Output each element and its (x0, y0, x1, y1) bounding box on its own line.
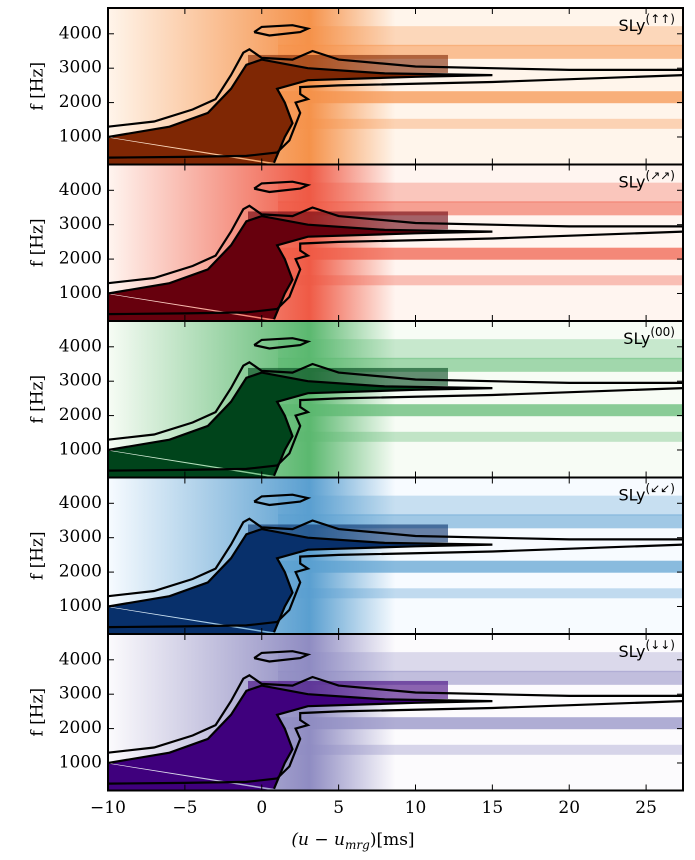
y-tick-label: 3000 (59, 527, 102, 547)
x-axis-label: (u − umrg)[ms] (291, 830, 414, 852)
y-axis-label: f [Hz] (28, 531, 48, 580)
x-tick-label: 0 (256, 798, 267, 818)
y-tick-label: 1000 (59, 283, 102, 303)
y-tick-label: 1000 (59, 439, 102, 459)
x-label-main: (u − u (291, 830, 345, 850)
panel (108, 634, 683, 791)
heatmap-band (278, 275, 683, 285)
x-label-end: )[ms] (370, 830, 415, 850)
heatmap-band (278, 588, 683, 598)
x-tick-label: 15 (482, 798, 504, 818)
page: (u − umrg)[ms] 1000 2000 3000 4000 f [Hz] SLy… (0, 0, 695, 860)
y-tick-label: 2000 (59, 249, 102, 269)
x-tick-label: 5 (333, 798, 344, 818)
heatmap-band (278, 745, 683, 755)
panel-label-name: SLy (618, 172, 645, 191)
x-tick-label: 20 (558, 798, 580, 818)
panel-label-sup: (↓↓) (646, 638, 675, 652)
y-tick-label: 3000 (59, 371, 102, 391)
heatmap-band (278, 248, 683, 260)
panel-label-sup: (↑↑) (646, 12, 675, 26)
panel-label-name: SLy (618, 485, 645, 504)
y-tick-label: 4000 (59, 23, 102, 43)
heatmap-band (278, 717, 683, 729)
heatmap-band (278, 119, 683, 129)
x-tick-label: 10 (405, 798, 427, 818)
heatmap-band (278, 404, 683, 416)
y-tick-label: 2000 (59, 92, 102, 112)
y-axis-label: f [Hz] (28, 688, 48, 737)
heatmap-band (278, 432, 683, 442)
heatmap-band (278, 561, 683, 573)
y-tick-label: 1000 (59, 126, 102, 146)
y-tick-label: 4000 (59, 336, 102, 356)
panel (108, 165, 683, 322)
heatmap-band (278, 91, 683, 103)
y-tick-label: 3000 (59, 684, 102, 704)
y-axis-label: f [Hz] (28, 375, 48, 424)
panel-label-sup: (00) (650, 325, 675, 339)
y-tick-label: 4000 (59, 649, 102, 669)
x-label-sub: mrg (345, 838, 370, 852)
panel-label-sup: (↙↙) (646, 481, 675, 495)
y-tick-label: 4000 (59, 493, 102, 513)
panel-label-name: SLy (618, 642, 645, 661)
x-tick-label: −10 (90, 798, 126, 818)
y-axis-label: f [Hz] (28, 62, 48, 111)
y-tick-label: 3000 (59, 214, 102, 234)
y-tick-label: 1000 (59, 752, 102, 772)
heatmap-band (278, 339, 683, 359)
panel-label-name: SLy (623, 329, 650, 348)
y-tick-label: 1000 (59, 596, 102, 616)
x-tick-label: 25 (635, 798, 657, 818)
panel (108, 478, 683, 635)
panel-label-sup: (↗↗) (646, 168, 675, 182)
y-tick-label: 2000 (59, 405, 102, 425)
y-tick-label: 3000 (59, 58, 102, 78)
panel (108, 8, 683, 165)
y-tick-label: 4000 (59, 180, 102, 200)
panel-label-name: SLy (618, 16, 645, 35)
y-tick-label: 2000 (59, 718, 102, 738)
y-tick-label: 2000 (59, 562, 102, 582)
chart: (u − umrg)[ms] 1000 2000 3000 4000 f [Hz] SLy… (0, 0, 695, 856)
x-tick-label: −5 (172, 798, 197, 818)
y-axis-label: f [Hz] (28, 218, 48, 267)
panel (108, 321, 683, 478)
